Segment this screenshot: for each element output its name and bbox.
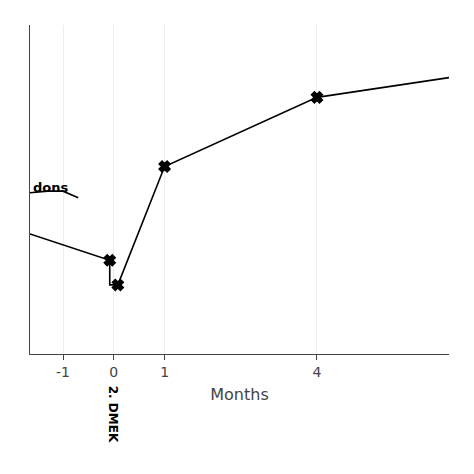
svg-text:-1: -1 [56, 364, 70, 380]
svg-text:dons: dons [33, 180, 68, 195]
svg-text:0: 0 [109, 364, 118, 380]
svg-text:Months: Months [210, 385, 268, 404]
svg-text:4: 4 [312, 364, 321, 380]
svg-text:1: 1 [160, 364, 169, 380]
svg-text:2. DMEK: 2. DMEK [106, 386, 120, 443]
